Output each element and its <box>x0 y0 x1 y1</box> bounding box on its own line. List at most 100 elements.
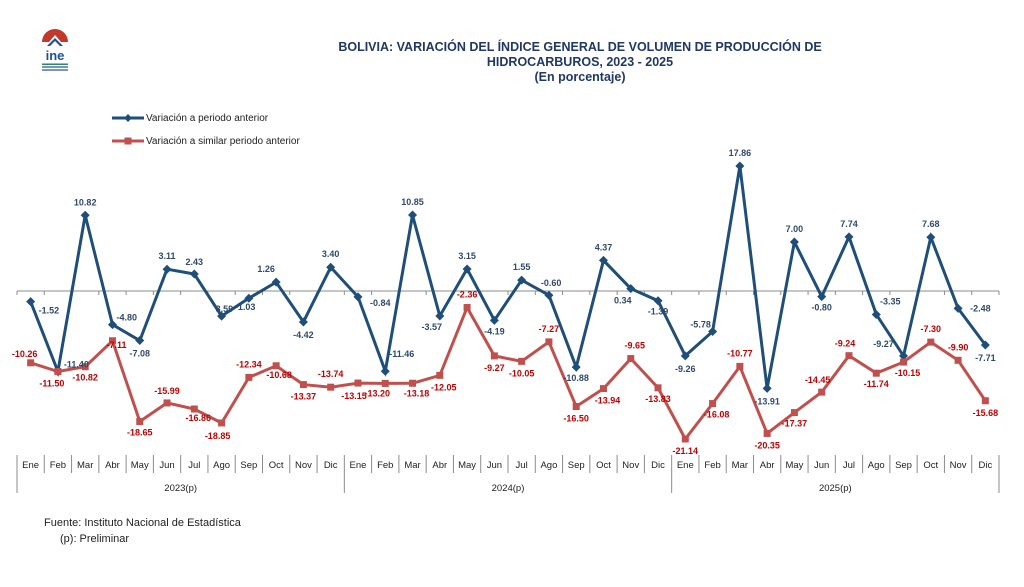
data-label: 1.55 <box>513 262 531 272</box>
data-label: 10.85 <box>401 197 424 207</box>
data-point-square <box>436 371 444 379</box>
month-label: Ago <box>540 460 557 471</box>
legend: Variación a periodo anterior Variación a… <box>112 112 300 158</box>
data-point-square <box>54 368 62 375</box>
data-point-diamond <box>926 232 936 242</box>
data-point-square <box>272 362 280 370</box>
data-point-diamond <box>26 297 36 307</box>
data-point-square <box>736 362 744 370</box>
legend-square-line-icon <box>112 137 144 145</box>
data-point-square <box>27 359 35 367</box>
month-label: Sep <box>568 460 585 471</box>
data-label: -0.84 <box>370 298 391 308</box>
month-label: Abr <box>432 460 447 471</box>
data-label: -7.27 <box>539 324 560 334</box>
data-point-diamond <box>271 277 281 287</box>
legend-label: Variación a periodo anterior <box>146 112 269 124</box>
data-point-square <box>627 355 635 363</box>
data-label: -4.42 <box>293 330 314 340</box>
data-point-diamond <box>353 292 363 302</box>
data-label: 7.68 <box>922 219 940 229</box>
data-point-diamond <box>817 292 827 302</box>
data-label: -10.88 <box>563 373 589 383</box>
data-label: -4.19 <box>484 326 505 336</box>
data-point-diamond <box>408 210 418 220</box>
month-label: Nov <box>950 460 967 471</box>
month-label: Dic <box>978 460 992 471</box>
data-label: -11.40 <box>64 360 89 370</box>
data-label: -9.90 <box>948 342 969 352</box>
month-label: Sep <box>895 460 912 471</box>
data-label: -7.30 <box>921 324 942 334</box>
data-point-square <box>108 337 116 345</box>
data-label: -2.48 <box>970 303 991 313</box>
data-label: -0.80 <box>811 303 832 313</box>
month-label: Nov <box>295 460 312 471</box>
data-label: 4.37 <box>595 242 613 252</box>
data-point-diamond <box>107 320 117 330</box>
data-label: -7.11 <box>106 340 126 350</box>
data-label: 7.00 <box>786 224 804 234</box>
data-label: -11.74 <box>864 379 889 389</box>
data-point-diamond <box>735 161 745 171</box>
data-label: -18.85 <box>205 431 231 441</box>
data-point-square <box>927 338 935 346</box>
data-label: 7.74 <box>840 219 858 229</box>
data-point-diamond <box>244 293 254 303</box>
data-label: -11.46 <box>389 349 414 359</box>
ine-logo: ine <box>38 24 72 74</box>
data-label: -10.05 <box>509 368 535 378</box>
data-label: -13.91 <box>754 396 780 406</box>
data-label: -9.65 <box>624 341 645 351</box>
data-label: -18.65 <box>127 428 153 438</box>
data-label: -7.71 <box>975 353 996 363</box>
data-point-square <box>381 379 389 387</box>
data-point-diamond <box>517 275 527 285</box>
month-label: Ago <box>868 460 885 471</box>
data-label: -10.68 <box>266 370 292 380</box>
data-label: -16.86 <box>186 413 212 423</box>
data-label: 17.86 <box>729 148 752 158</box>
data-label: -9.24 <box>835 339 856 349</box>
data-point-diamond <box>326 262 336 272</box>
data-point-square <box>136 418 144 426</box>
data-label: 3.40 <box>322 249 340 259</box>
data-point-diamond <box>462 264 472 274</box>
data-point-square <box>409 379 417 387</box>
data-label: -15.68 <box>973 408 999 418</box>
month-label: Ago <box>213 460 230 471</box>
data-point-square <box>790 409 798 417</box>
data-point-square <box>327 383 335 391</box>
legend-item-periodo-anterior: Variación a periodo anterior <box>112 112 300 124</box>
logo-roof-icon <box>47 38 63 46</box>
data-label: -13.74 <box>318 369 344 379</box>
data-point-square <box>163 399 171 407</box>
data-label: 0.34 <box>614 296 632 306</box>
data-point-diamond <box>626 284 636 294</box>
data-point-square <box>572 403 580 410</box>
year-label: 2024(p) <box>492 483 525 494</box>
data-label: 10.82 <box>74 197 97 207</box>
data-point-diamond <box>217 311 227 321</box>
data-label: -13.83 <box>645 394 671 404</box>
month-label: Sep <box>240 460 257 471</box>
data-point-square <box>354 379 362 387</box>
month-label: Jun <box>814 460 829 471</box>
data-label: -3.57 <box>422 322 443 332</box>
data-point-diamond <box>380 366 390 376</box>
data-point-square <box>81 363 89 371</box>
data-point-square <box>599 385 607 393</box>
data-label: -5.78 <box>690 319 711 329</box>
month-label: Jul <box>188 460 200 471</box>
data-label: -10.26 <box>12 349 38 359</box>
legend-label: Variación a similar periodo anterior <box>146 135 300 147</box>
data-point-diamond <box>189 269 199 279</box>
data-label: -1.03 <box>235 302 256 312</box>
data-point-diamond <box>980 340 990 350</box>
month-label: Abr <box>105 460 120 471</box>
data-label: -3.35 <box>880 296 901 306</box>
data-point-square <box>190 405 198 413</box>
month-label: Ene <box>350 460 367 471</box>
